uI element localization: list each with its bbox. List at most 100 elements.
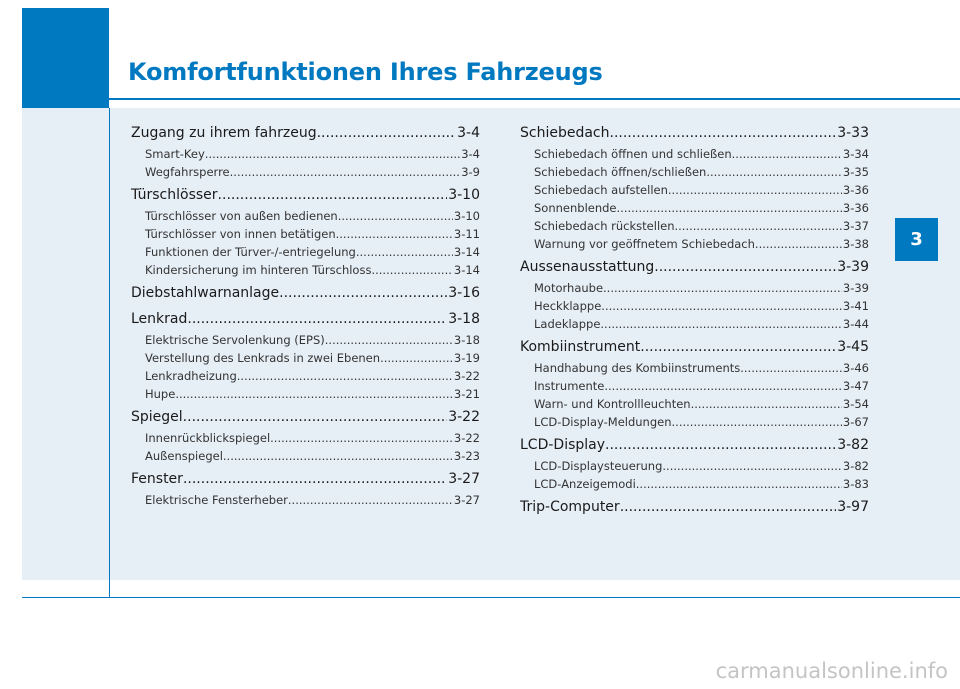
toc-entry[interactable]: LCD-Display-Meldungen 3-67	[520, 415, 869, 433]
toc-entry[interactable]: Schiebedach öffnen/schließen 3-35	[520, 165, 869, 183]
toc-entry-title: Kindersicherung im hinteren Türschloss	[145, 263, 372, 277]
toc-entry-page: 3-23	[453, 449, 480, 463]
toc-entry[interactable]: Schiebedach rückstellen 3-37	[520, 219, 869, 237]
toc-entry[interactable]: Funktionen der Türver-/-entriegelung 3-14	[131, 245, 480, 263]
toc-entry-title: Instrumente	[534, 379, 605, 393]
toc-heading-page: 3-27	[448, 471, 480, 487]
toc-heading[interactable]: Türschlösser 3-10	[131, 187, 480, 209]
toc-entry[interactable]: Sonnenblende 3-36	[520, 201, 869, 219]
leader-dots	[706, 165, 842, 179]
toc-heading-page: 3-4	[457, 125, 480, 141]
toc-entry[interactable]: Lenkradheizung 3-22	[131, 369, 480, 387]
leader-dots	[183, 409, 448, 425]
toc-heading[interactable]: Trip-Computer 3-97	[520, 499, 869, 521]
toc-section: Diebstahlwarnanlage 3-16	[131, 285, 480, 307]
toc-entry[interactable]: Elektrische Servolenkung (EPS) 3-18	[131, 333, 480, 351]
toc-entry[interactable]: Elektrische Fensterheber 3-27	[131, 493, 480, 511]
bottom-rule	[22, 597, 960, 598]
toc-entry[interactable]: Ladeklappe 3-44	[520, 317, 869, 335]
leader-dots	[755, 237, 842, 251]
toc-entry-title: LCD-Display-Meldungen	[534, 415, 672, 429]
header-band	[109, 8, 960, 108]
toc-entry-page: 3-38	[842, 237, 869, 251]
leader-dots	[654, 259, 836, 275]
toc-entry[interactable]: Schiebedach öffnen und schließen 3-34	[520, 147, 869, 165]
toc-heading-title: Fenster	[131, 471, 183, 487]
chapter-tab[interactable]: 3	[895, 218, 938, 261]
toc-entry-page: 3-54	[842, 397, 869, 411]
toc-heading[interactable]: Schiebedach 3-33	[520, 125, 869, 147]
toc-entry[interactable]: LCD-Displaysteuerung 3-82	[520, 459, 869, 477]
toc-heading-title: Türschlösser	[131, 187, 218, 203]
leader-dots	[605, 437, 836, 453]
toc-heading[interactable]: Kombiinstrument 3-45	[520, 339, 869, 361]
toc-entry-page: 3-11	[453, 227, 480, 241]
toc-entry-page: 3-67	[842, 415, 869, 429]
toc-heading-page: 3-33	[837, 125, 869, 141]
toc-entry[interactable]: Wegfahrsperre 3-9	[131, 165, 480, 183]
toc-entry[interactable]: Warn- und Kontrollleuchten 3-54	[520, 397, 869, 415]
toc-entry-page: 3-41	[842, 299, 869, 313]
leader-dots	[617, 201, 842, 215]
leader-dots	[732, 147, 842, 161]
toc-entry[interactable]: Warnung vor geöffnetem Schiebedach 3-38	[520, 237, 869, 255]
toc-entry[interactable]: Instrumente 3-47	[520, 379, 869, 397]
toc-heading[interactable]: Diebstahlwarnanlage 3-16	[131, 285, 480, 307]
leader-dots	[237, 369, 453, 383]
toc-heading-title: Spiegel	[131, 409, 183, 425]
toc-heading[interactable]: Fenster 3-27	[131, 471, 480, 493]
toc-heading-title: Kombiinstrument	[520, 339, 641, 355]
title-rule	[109, 98, 960, 100]
leader-dots	[610, 125, 837, 141]
toc-entry-page: 3-46	[842, 361, 869, 375]
toc-heading[interactable]: Spiegel 3-22	[131, 409, 480, 431]
toc-entry-title: Türschlösser von außen bedienen	[145, 209, 338, 223]
toc-entry-title: Außenspiegel	[145, 449, 223, 463]
toc-entry-title: Elektrische Fensterheber	[145, 493, 288, 507]
leader-dots	[205, 147, 460, 161]
leader-dots	[223, 449, 453, 463]
toc-entry-title: Schiebedach aufstellen	[534, 183, 668, 197]
toc-entry[interactable]: Innenrückblickspiegel 3-22	[131, 431, 480, 449]
toc-entry[interactable]: LCD-Anzeigemodi 3-83	[520, 477, 869, 495]
toc-entry-title: Motorhaube	[534, 281, 604, 295]
toc-entry-title: Lenkradheizung	[145, 369, 237, 383]
toc-entry[interactable]: Heckklappe 3-41	[520, 299, 869, 317]
toc-entry[interactable]: Türschlösser von innen betätigen 3-11	[131, 227, 480, 245]
toc-section: Trip-Computer 3-97	[520, 499, 869, 521]
toc-entry[interactable]: Smart-Key 3-4	[131, 147, 480, 165]
toc-entry[interactable]: Türschlösser von außen bedienen 3-10	[131, 209, 480, 227]
toc-heading-title: Trip-Computer	[520, 499, 620, 515]
toc-entry-title: Innenrückblickspiegel	[145, 431, 271, 445]
toc-heading[interactable]: Zugang zu ihrem fahrzeug 3-4	[131, 125, 480, 147]
toc-entry[interactable]: Handhabung des Kombiinstruments 3-46	[520, 361, 869, 379]
chapter-color-block	[22, 8, 109, 108]
toc-entry-title: Smart-Key	[145, 147, 205, 161]
toc-entry-page: 3-36	[842, 201, 869, 215]
toc-entry[interactable]: Kindersicherung im hinteren Türschloss 3-…	[131, 263, 480, 281]
leader-dots	[662, 459, 842, 473]
toc-heading[interactable]: Aussenausstattung 3-39	[520, 259, 869, 281]
toc-entry-page: 3-35	[842, 165, 869, 179]
toc-heading-title: Schiebedach	[520, 125, 610, 141]
toc-entry[interactable]: Außenspiegel 3-23	[131, 449, 480, 467]
toc-heading-page: 3-22	[448, 409, 480, 425]
leader-dots	[371, 263, 452, 277]
toc-entry-page: 3-34	[842, 147, 869, 161]
leader-dots	[187, 311, 447, 327]
toc-section: Aussenausstattung 3-39 Motorhaube 3-39 Heckk…	[520, 259, 869, 335]
leader-dots	[279, 285, 447, 301]
toc-right-column: Schiebedach 3-33 Schiebedach öffnen und sc…	[520, 125, 869, 525]
toc-heading-title: Lenkrad	[131, 311, 188, 327]
toc-entry[interactable]: Verstellung des Lenkrads in zwei Ebenen 3…	[131, 351, 480, 369]
toc-heading-page: 3-97	[837, 499, 869, 515]
toc-entry[interactable]: Hupe 3-21	[131, 387, 480, 405]
toc-heading[interactable]: Lenkrad 3-18	[131, 311, 480, 333]
toc-entry[interactable]: Schiebedach aufstellen 3-36	[520, 183, 869, 201]
toc-entry-page: 3-27	[453, 493, 480, 507]
toc-entry[interactable]: Motorhaube 3-39	[520, 281, 869, 299]
toc-heading-title: Diebstahlwarnanlage	[131, 285, 280, 301]
toc-heading[interactable]: LCD-Display 3-82	[520, 437, 869, 459]
